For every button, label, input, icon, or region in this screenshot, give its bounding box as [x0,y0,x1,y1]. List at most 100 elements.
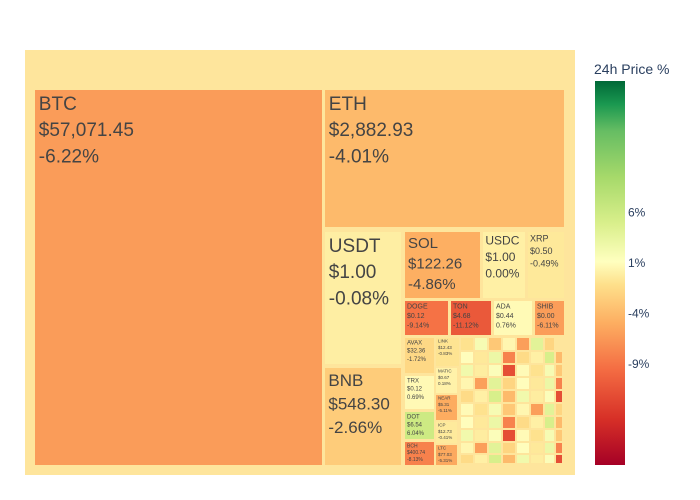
small-tile[interactable] [517,430,529,441]
small-tile[interactable] [503,443,515,453]
tile-link[interactable]: LINK$12.43-0.83% [436,338,459,366]
small-tile[interactable] [556,378,562,389]
tile-ton[interactable]: TON $4.68 -11.12% [451,301,491,335]
small-tile[interactable] [503,430,515,441]
small-tile[interactable] [531,391,543,402]
small-tile[interactable] [556,404,562,415]
small-tile[interactable] [531,404,543,415]
tile-near[interactable]: NEAR$5.31-5.11% [436,395,457,420]
small-tile[interactable] [461,455,473,463]
tile-btc[interactable]: BTC $57,071.45 -6.22% [35,90,322,465]
small-tile[interactable] [556,391,562,402]
tile-usdc[interactable]: USDC $1.00 0.00% [483,232,525,298]
small-tile[interactable] [531,430,543,441]
small-tile[interactable] [531,455,543,463]
small-tile[interactable] [531,378,543,389]
small-tile[interactable] [556,365,562,376]
small-tile[interactable] [531,417,543,428]
small-tile[interactable] [489,404,501,415]
small-tile[interactable] [475,443,487,453]
small-tile[interactable] [517,338,529,350]
small-tile[interactable] [461,430,473,441]
small-tile[interactable] [517,391,529,402]
small-tile[interactable] [489,338,501,350]
small-tile[interactable] [545,455,554,463]
small-tile[interactable] [489,443,501,453]
small-tile[interactable] [503,352,515,363]
tile-avax[interactable]: AVAX $32.36 -1.72% [405,338,434,373]
tile-icp[interactable]: ICP$12.73-0.41% [436,422,457,443]
tile-sol[interactable]: SOL $122.26 -4.86% [405,232,480,298]
small-tile[interactable] [475,365,487,376]
tile-doge[interactable]: DOGE $0.12 -9.14% [405,301,448,335]
small-tile[interactable] [545,378,554,389]
small-tile[interactable] [475,404,487,415]
small-tile[interactable] [503,404,515,415]
small-tile[interactable] [545,404,554,415]
small-tile[interactable] [461,338,473,350]
small-tile[interactable] [475,455,487,463]
small-tile[interactable] [475,352,487,363]
small-tile[interactable] [517,455,529,463]
small-tile[interactable] [545,430,554,441]
small-tile[interactable] [461,443,473,453]
tile-usdt[interactable]: USDT $1.00 -0.08% [325,232,401,364]
small-tile[interactable] [556,455,562,463]
small-tile[interactable] [503,338,515,350]
small-tile[interactable] [517,404,529,415]
tile-dot[interactable]: DOT $6.54 6.04% [405,412,434,439]
small-tile[interactable] [545,365,554,376]
small-tile[interactable] [489,430,501,441]
small-tile[interactable] [503,455,515,463]
tile-trx[interactable]: TRX $0.12 0.69% [405,376,434,409]
small-tile[interactable] [517,417,529,428]
small-tile[interactable] [489,417,501,428]
small-tile[interactable] [545,417,554,428]
small-tile[interactable] [517,443,529,453]
small-tile[interactable] [489,378,501,389]
small-tile[interactable] [489,352,501,363]
small-tile[interactable] [475,430,487,441]
small-tile[interactable] [461,417,473,428]
small-tile[interactable] [503,417,515,428]
small-tile[interactable] [475,391,487,402]
small-tile[interactable] [461,352,473,363]
tile-shib[interactable]: SHIB $0.00 -6.11% [535,301,564,335]
small-tile[interactable] [461,365,473,376]
small-tile[interactable] [545,391,554,402]
small-tile[interactable] [545,338,554,350]
small-tile[interactable] [556,352,562,363]
tile-bnb[interactable]: BNB $548.30 -2.66% [325,368,401,465]
tile-ltc[interactable]: LTC$77.03-5.31% [436,445,457,465]
small-tile[interactable] [556,430,562,441]
tile-bch[interactable]: BCH$400.74-8.13% [405,442,434,465]
small-tile[interactable] [517,352,529,363]
small-tile[interactable] [531,352,543,363]
small-tile[interactable] [461,391,473,402]
small-tile[interactable] [475,378,487,389]
small-tile[interactable] [489,365,501,376]
small-tile[interactable] [503,365,515,376]
small-tile[interactable] [475,338,487,350]
small-tile[interactable] [531,365,543,376]
small-tile[interactable] [517,365,529,376]
tile-xrp[interactable]: XRP $0.50 -0.49% [528,232,564,298]
tile-eth[interactable]: ETH $2,882.93 -4.01% [325,90,564,227]
small-tile[interactable] [556,417,562,428]
small-tile[interactable] [489,455,501,463]
small-tile[interactable] [461,378,473,389]
tile-matic[interactable]: MATIC$0.670.18% [436,368,457,393]
small-tile[interactable] [545,352,554,363]
small-tile[interactable] [556,443,562,453]
tile-price: $0.50 [530,246,553,256]
small-tile[interactable] [531,443,543,453]
small-tile[interactable] [503,391,515,402]
small-tile[interactable] [503,378,515,389]
small-tile[interactable] [517,378,529,389]
tile-ada[interactable]: ADA $0.44 0.76% [494,301,532,335]
small-tile[interactable] [475,417,487,428]
small-tile[interactable] [531,338,543,350]
small-tile[interactable] [545,443,554,453]
small-tile[interactable] [489,391,501,402]
small-tile[interactable] [461,404,473,415]
